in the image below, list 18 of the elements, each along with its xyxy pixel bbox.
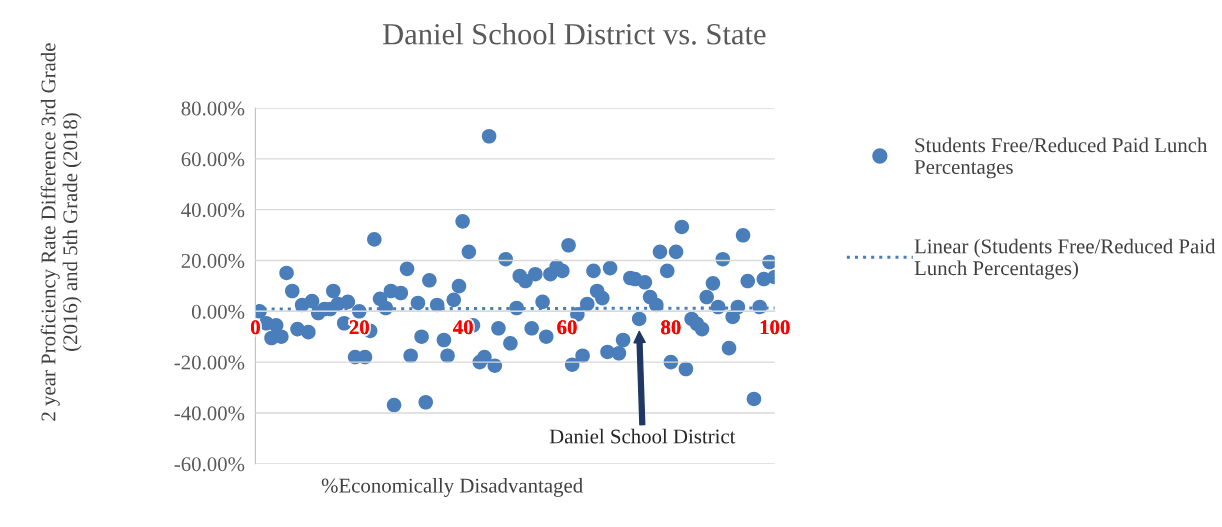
y-tick-label: -60.00% [174, 457, 245, 472]
legend-label: Students Free/Reduced Paid Lunch Percentages [914, 137, 1208, 179]
y-tick-label: 0.00% [191, 304, 245, 319]
x-tick-label: 0 [250, 320, 260, 335]
y-tick-label: 60.00% [181, 152, 245, 167]
y-tick-label: 80.00% [181, 101, 245, 116]
y-tick-label: 20.00% [181, 253, 245, 269]
y-tick-label: -20.00% [174, 355, 245, 370]
x-tick-label: 100 [760, 320, 790, 335]
x-tick-label: 60 [557, 320, 577, 335]
y-tick-label: -40.00% [174, 406, 245, 421]
legend-label: Linear (Students Free/Reduced Paid Lunch Percentages) [914, 238, 1216, 280]
x-axis-title: %Economically Disadvantaged [321, 478, 583, 497]
x-tick-label: 80 [661, 320, 681, 335]
y-axis-title: 2 year Proficiency Rate Difference 3rd Grade (2016) and 5th Grade (2018) [40, 43, 82, 421]
annotation: Daniel School District [549, 428, 736, 444]
chart-title: Daniel School District vs. State [383, 23, 766, 45]
y-tick-label: 40.00% [181, 203, 245, 218]
